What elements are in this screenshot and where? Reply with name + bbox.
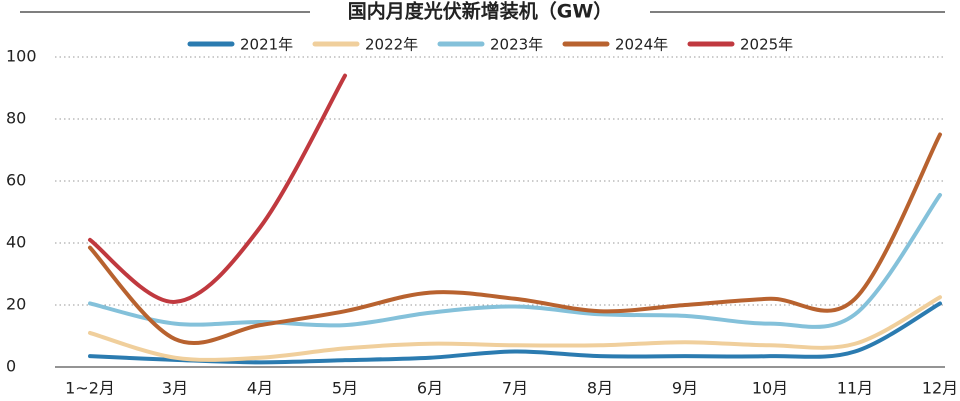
y-tick-label: 60 — [6, 171, 26, 190]
y-tick-label: 40 — [6, 233, 26, 252]
series-line — [88, 132, 942, 346]
legend-label: 2024年 — [615, 36, 668, 54]
y-tick-label: 100 — [6, 47, 37, 66]
x-tick-label: 8月 — [587, 379, 613, 398]
x-tick-label: 1~2月 — [65, 379, 115, 398]
series-line — [88, 295, 942, 362]
x-tick-label: 4月 — [247, 379, 273, 398]
x-tick-label: 7月 — [502, 379, 528, 398]
x-tick-label: 3月 — [162, 379, 188, 398]
legend-label: 2025年 — [740, 36, 793, 54]
legend-label: 2023年 — [490, 36, 543, 54]
x-tick-label: 12月 — [922, 379, 958, 398]
series-line — [88, 301, 942, 365]
chart-title: 国内月度光伏新增装机（GW） — [348, 0, 613, 23]
legend-label: 2021年 — [240, 36, 293, 54]
x-tick-label: 10月 — [752, 379, 788, 398]
series-line — [88, 192, 942, 329]
y-tick-label: 0 — [6, 357, 16, 376]
x-tick-label: 11月 — [837, 379, 873, 398]
x-tick-label: 9月 — [672, 379, 698, 398]
legend-label: 2022年 — [365, 36, 418, 54]
x-tick-label: 6月 — [417, 379, 443, 398]
x-tick-label: 5月 — [332, 379, 358, 398]
y-tick-label: 20 — [6, 295, 26, 314]
series-line — [88, 73, 347, 304]
y-tick-label: 80 — [6, 109, 26, 128]
